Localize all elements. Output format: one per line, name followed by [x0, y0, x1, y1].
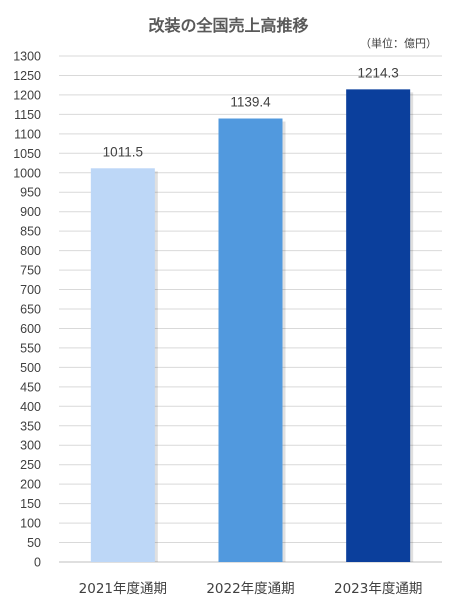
- y-tick-label: 300: [20, 439, 41, 453]
- x-category-label: 2022年度通期: [206, 581, 294, 597]
- data-label: 1139.4: [230, 95, 271, 110]
- x-category-label: 2023年度通期: [334, 581, 422, 597]
- y-tick-label: 1200: [13, 88, 41, 102]
- y-tick-label: 700: [20, 283, 41, 297]
- y-tick-label: 750: [20, 264, 41, 278]
- y-tick-label: 500: [20, 361, 41, 375]
- y-tick-label: 1050: [13, 147, 41, 161]
- y-tick-label: 1000: [13, 166, 41, 180]
- y-tick-label: 900: [20, 205, 41, 219]
- unit-note: （単位：億円）: [360, 37, 437, 50]
- y-tick-label: 600: [20, 322, 41, 336]
- y-tick-label: 350: [20, 419, 41, 433]
- y-tick-label: 0: [34, 556, 41, 570]
- y-tick-label: 1300: [13, 50, 41, 64]
- x-category-label: 2021年度通期: [79, 581, 167, 597]
- bars: [90, 89, 414, 562]
- y-tick-label: 1250: [13, 69, 41, 83]
- data-label: 1011.5: [103, 144, 143, 159]
- data-labels: 1011.5 1139.4 1214.3: [103, 65, 399, 159]
- y-tick-label: 550: [20, 341, 41, 355]
- y-tick-label: 950: [20, 186, 41, 200]
- y-tick-label: 400: [20, 400, 41, 414]
- y-tick-label: 100: [20, 517, 41, 531]
- data-label: 1214.3: [358, 65, 399, 80]
- y-tick-label: 1100: [14, 127, 41, 141]
- y-tick-label: 450: [20, 380, 41, 394]
- y-tick-label: 850: [20, 225, 41, 239]
- y-tick-label: 800: [20, 244, 41, 258]
- y-tick-label: 1150: [14, 108, 41, 122]
- y-axis-tick-labels: 0 50 100 150 200 250 300 350 400 450 500 550 600 650 7…: [13, 50, 41, 570]
- bar: [346, 89, 411, 562]
- y-tick-label: 250: [20, 458, 41, 472]
- chart-title: 改装の全国売上高推移: [148, 16, 309, 35]
- y-tick-label: 200: [20, 478, 41, 492]
- y-tick-label: 650: [20, 303, 41, 317]
- bar: [90, 168, 155, 562]
- y-tick-label: 150: [20, 497, 41, 511]
- bar: [218, 118, 283, 562]
- y-tick-label: 50: [27, 536, 41, 550]
- x-axis-category-labels: 2021年度通期 2022年度通期 2023年度通期: [79, 581, 423, 597]
